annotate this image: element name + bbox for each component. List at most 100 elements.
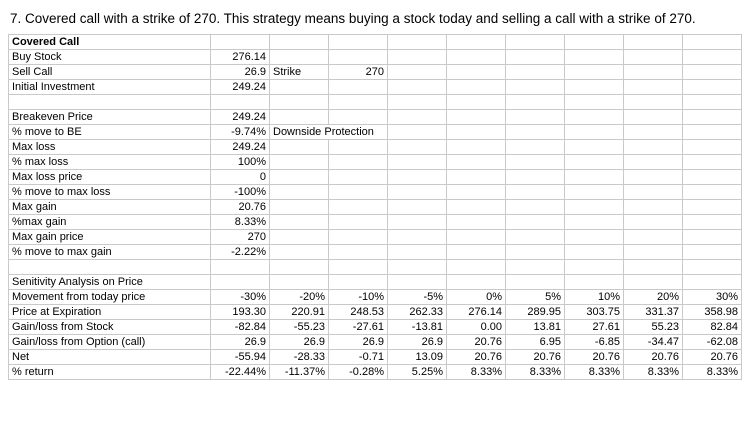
cell-value[interactable] xyxy=(682,64,742,81)
cell-value[interactable]: 5% xyxy=(505,289,565,306)
cell-label[interactable]: Buy Stock xyxy=(8,49,211,66)
cell-value[interactable] xyxy=(328,214,388,231)
cell-value[interactable] xyxy=(328,34,388,51)
cell-value[interactable] xyxy=(505,274,565,291)
cell-value[interactable]: 30% xyxy=(682,289,742,306)
cell-value[interactable] xyxy=(505,259,565,276)
cell-value[interactable] xyxy=(387,259,447,276)
cell-value[interactable] xyxy=(623,94,683,111)
cell-value[interactable] xyxy=(446,214,506,231)
cell-value[interactable]: -55.94 xyxy=(210,349,270,366)
cell-value[interactable] xyxy=(269,94,329,111)
cell-label[interactable]: Sell Call xyxy=(8,64,211,81)
cell-value[interactable] xyxy=(269,244,329,261)
cell-value[interactable]: 20% xyxy=(623,289,683,306)
cell-label[interactable]: Max loss xyxy=(8,139,211,156)
cell-value[interactable] xyxy=(269,259,329,276)
cell-value[interactable] xyxy=(328,49,388,66)
cell-value[interactable]: 289.95 xyxy=(505,304,565,321)
cell-value[interactable] xyxy=(446,199,506,216)
cell-label[interactable]: Gain/loss from Stock xyxy=(8,319,211,336)
cell-value[interactable]: 8.33% xyxy=(210,214,270,231)
cell-value[interactable]: 55.23 xyxy=(623,319,683,336)
cell-value[interactable] xyxy=(446,274,506,291)
cell-value[interactable] xyxy=(387,214,447,231)
cell-value[interactable] xyxy=(269,79,329,96)
cell-value[interactable]: 82.84 xyxy=(682,319,742,336)
cell-value[interactable] xyxy=(623,64,683,81)
cell-value[interactable] xyxy=(269,169,329,186)
cell-value[interactable] xyxy=(564,199,624,216)
cell-value[interactable] xyxy=(387,154,447,171)
cell-value[interactable] xyxy=(269,34,329,51)
cell-value[interactable] xyxy=(446,109,506,126)
cell-value[interactable] xyxy=(269,214,329,231)
cell-label[interactable]: % move to max gain xyxy=(8,244,211,261)
cell-value[interactable]: -30% xyxy=(210,289,270,306)
cell-value[interactable] xyxy=(505,79,565,96)
cell-value[interactable] xyxy=(328,244,388,261)
cell-value[interactable] xyxy=(623,169,683,186)
cell-value[interactable] xyxy=(623,229,683,246)
cell-value[interactable] xyxy=(682,274,742,291)
cell-value[interactable]: 249.24 xyxy=(210,79,270,96)
cell-value[interactable]: -13.81 xyxy=(387,319,447,336)
cell-value[interactable] xyxy=(328,184,388,201)
cell-value[interactable] xyxy=(505,49,565,66)
cell-value[interactable] xyxy=(564,259,624,276)
cell-label[interactable] xyxy=(8,94,211,111)
cell-value[interactable] xyxy=(387,34,447,51)
cell-value[interactable] xyxy=(387,139,447,156)
cell-value[interactable]: Strike xyxy=(269,64,329,81)
cell-value[interactable] xyxy=(505,229,565,246)
cell-label[interactable]: %max gain xyxy=(8,214,211,231)
cell-value[interactable] xyxy=(623,184,683,201)
cell-value[interactable]: 8.33% xyxy=(505,364,565,381)
cell-value[interactable]: -0.28% xyxy=(328,364,388,381)
cell-value[interactable] xyxy=(564,139,624,156)
cell-value[interactable] xyxy=(328,109,388,126)
cell-value[interactable]: 20.76 xyxy=(623,349,683,366)
cell-value[interactable] xyxy=(505,64,565,81)
cell-label[interactable]: % max loss xyxy=(8,154,211,171)
cell-value[interactable]: 20.76 xyxy=(210,199,270,216)
cell-value[interactable]: 249.24 xyxy=(210,139,270,156)
cell-value[interactable] xyxy=(682,79,742,96)
cell-value[interactable] xyxy=(387,184,447,201)
cell-value[interactable]: 331.37 xyxy=(623,304,683,321)
cell-value[interactable] xyxy=(505,169,565,186)
cell-value[interactable] xyxy=(328,79,388,96)
cell-label[interactable] xyxy=(8,259,211,276)
cell-value[interactable] xyxy=(682,139,742,156)
cell-value[interactable] xyxy=(564,184,624,201)
cell-value[interactable] xyxy=(269,139,329,156)
cell-value[interactable]: -62.08 xyxy=(682,334,742,351)
cell-label[interactable]: Max gain price xyxy=(8,229,211,246)
cell-value[interactable] xyxy=(564,229,624,246)
cell-value[interactable] xyxy=(328,169,388,186)
cell-value[interactable]: 26.9 xyxy=(269,334,329,351)
cell-value[interactable] xyxy=(387,199,447,216)
cell-value[interactable]: 26.9 xyxy=(328,334,388,351)
cell-value[interactable] xyxy=(623,124,683,141)
cell-value[interactable] xyxy=(623,244,683,261)
cell-value[interactable] xyxy=(269,229,329,246)
cell-value[interactable] xyxy=(269,49,329,66)
cell-value[interactable]: 303.75 xyxy=(564,304,624,321)
cell-value[interactable]: 0 xyxy=(210,169,270,186)
cell-value[interactable] xyxy=(328,259,388,276)
cell-value[interactable]: 6.95 xyxy=(505,334,565,351)
cell-value[interactable]: Downside Protection xyxy=(269,124,388,141)
cell-value[interactable]: 13.81 xyxy=(505,319,565,336)
cell-value[interactable]: 270 xyxy=(210,229,270,246)
cell-value[interactable]: -27.61 xyxy=(328,319,388,336)
cell-value[interactable]: -100% xyxy=(210,184,270,201)
cell-value[interactable] xyxy=(623,139,683,156)
cell-label[interactable]: % move to max loss xyxy=(8,184,211,201)
cell-value[interactable] xyxy=(682,94,742,111)
cell-value[interactable] xyxy=(446,229,506,246)
cell-value[interactable] xyxy=(387,94,447,111)
cell-value[interactable] xyxy=(269,184,329,201)
cell-label[interactable]: Movement from today price xyxy=(8,289,211,306)
cell-label[interactable]: Price at Expiration xyxy=(8,304,211,321)
